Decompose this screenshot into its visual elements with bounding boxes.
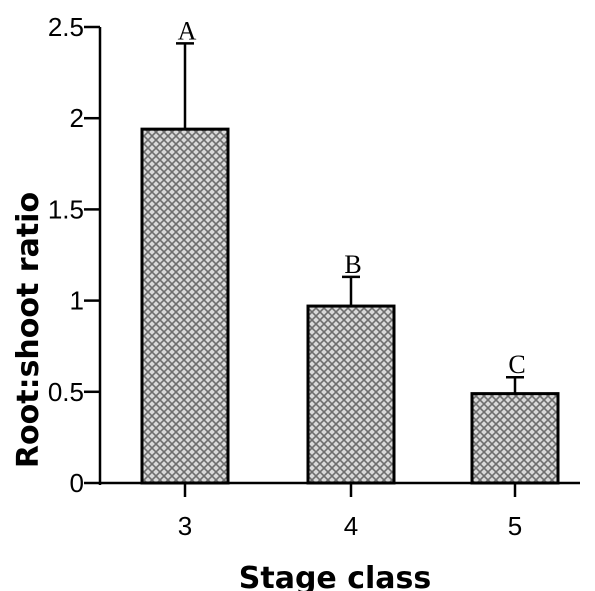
y-tick-label-1: 1 <box>70 286 84 316</box>
y-tick-label-2.5: 2.5 <box>48 12 84 42</box>
y-tick-label-2: 2 <box>70 103 84 133</box>
significance-letter-3: A <box>178 16 197 45</box>
bar-4 <box>306 304 396 485</box>
bar-5 <box>470 392 560 485</box>
significance-letter-5: C <box>508 350 525 379</box>
axes-layer <box>84 25 580 497</box>
bars-layer <box>140 42 560 485</box>
significance-letter-4: B <box>344 250 361 279</box>
x-axis-title: Stage class <box>239 561 431 591</box>
x-tick-label-3: 3 <box>178 511 192 541</box>
bar-3 <box>140 127 230 485</box>
labels-layer: A B C 0 0.5 1 1.5 2 2.5 3 4 5 <box>48 12 526 541</box>
y-axis-title: Root:shoot ratio <box>11 192 46 468</box>
y-tick-label-0.5: 0.5 <box>48 377 84 407</box>
x-tick-label-4: 4 <box>344 511 358 541</box>
y-tick-label-1.5: 1.5 <box>48 194 84 224</box>
x-tick-label-5: 5 <box>508 511 522 541</box>
y-tick-label-0: 0 <box>70 468 84 498</box>
